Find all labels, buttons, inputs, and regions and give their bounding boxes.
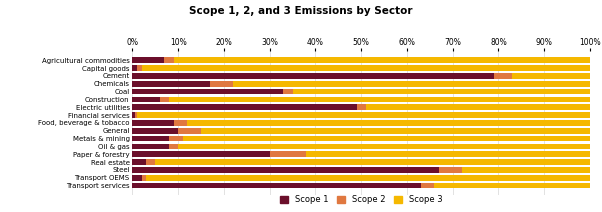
Bar xyxy=(132,89,284,94)
Bar xyxy=(356,105,366,110)
Bar xyxy=(135,112,137,118)
Bar xyxy=(146,159,155,165)
Bar xyxy=(494,73,512,79)
Bar xyxy=(155,159,590,165)
Bar xyxy=(284,89,293,94)
Bar xyxy=(164,57,173,63)
Bar xyxy=(169,136,183,141)
Bar xyxy=(141,65,590,71)
Bar xyxy=(132,120,173,126)
Bar xyxy=(137,65,141,71)
Bar xyxy=(169,144,178,149)
Bar xyxy=(146,175,590,181)
Bar xyxy=(132,128,178,134)
Bar xyxy=(132,73,494,79)
Bar xyxy=(439,167,462,173)
Bar xyxy=(132,57,164,63)
Bar xyxy=(132,183,421,188)
Bar xyxy=(132,65,137,71)
Bar xyxy=(132,159,146,165)
Bar xyxy=(421,183,435,188)
Bar xyxy=(187,120,590,126)
Bar xyxy=(132,81,210,86)
Bar xyxy=(137,112,590,118)
Bar xyxy=(173,120,187,126)
Bar xyxy=(210,81,233,86)
Bar xyxy=(366,105,590,110)
Bar xyxy=(132,144,169,149)
Bar xyxy=(233,81,590,86)
Legend: Scope 1, Scope 2, Scope 3: Scope 1, Scope 2, Scope 3 xyxy=(277,192,445,208)
Bar xyxy=(132,167,439,173)
Bar xyxy=(183,136,590,141)
Bar xyxy=(178,144,590,149)
Bar xyxy=(306,152,590,157)
Bar xyxy=(132,152,270,157)
Bar xyxy=(201,128,590,134)
Bar xyxy=(132,112,135,118)
Bar xyxy=(132,105,356,110)
Bar xyxy=(173,57,590,63)
Bar xyxy=(160,97,169,102)
Text: Scope 1, 2, and 3 Emissions by Sector: Scope 1, 2, and 3 Emissions by Sector xyxy=(189,6,413,16)
Bar xyxy=(178,128,201,134)
Bar xyxy=(293,89,590,94)
Bar xyxy=(462,167,590,173)
Bar xyxy=(270,152,306,157)
Bar xyxy=(512,73,590,79)
Bar xyxy=(141,175,146,181)
Bar xyxy=(132,175,141,181)
Bar xyxy=(169,97,590,102)
Bar xyxy=(435,183,590,188)
Bar xyxy=(132,136,169,141)
Bar xyxy=(132,97,160,102)
